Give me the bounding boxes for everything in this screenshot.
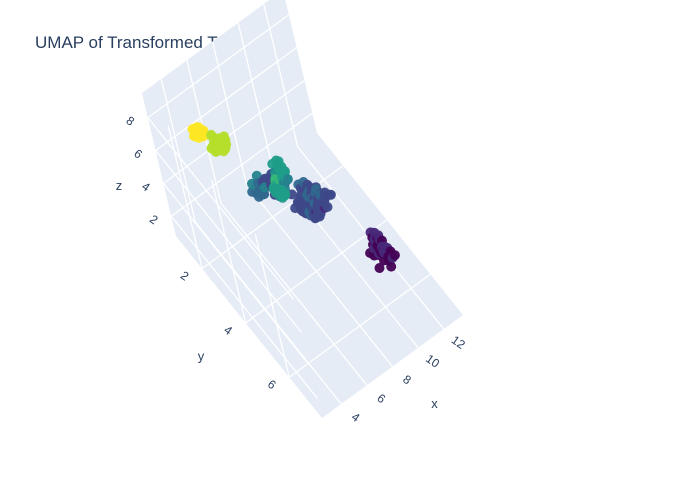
y-gridline [201,165,344,270]
x-tick-label: 6 [375,391,389,406]
scatter-point [280,188,291,199]
z-gridline [147,117,295,301]
z-gridline [155,47,298,152]
z-tick-label: 2 [147,212,161,227]
scatter-point [221,139,232,150]
x-tick-label: 10 [423,352,442,371]
scatter-point [386,261,397,272]
scatter-point [198,127,209,138]
x-gridline [160,78,196,223]
x-gridline [220,202,368,386]
scatter-point [374,263,385,273]
x-gridline [211,41,248,185]
chart-title: UMAP of Transformed Tensor [35,33,259,52]
x-gridline [237,22,273,166]
z-gridline [162,182,311,366]
z-axis-title: z [116,178,123,193]
z-gridline [147,14,290,119]
y-tick-label: 4 [221,323,235,338]
y-axis-title: y [198,348,205,363]
x-tick-label: 8 [400,372,414,387]
z-tick-label: 4 [139,179,153,194]
x-tick-label: 12 [449,333,468,352]
z-tick-label: 6 [131,146,145,161]
x-gridline [245,184,394,367]
y-tick-label: 6 [265,377,279,392]
y-tick-label: 2 [178,268,192,283]
z-gridline [170,215,318,399]
z-gridline [155,150,303,333]
y-gridline [245,219,388,324]
left-wall-plane [142,93,322,418]
x-axis-title: x [431,396,438,411]
scatter-point [325,189,336,200]
z-tick-label: 8 [124,113,138,128]
scatter-point [282,174,293,185]
x-gridline [263,3,299,148]
scatter-point [389,250,400,261]
x-tick-label: 4 [349,410,363,425]
scatter-point [322,202,333,212]
y-gridline [288,273,431,378]
